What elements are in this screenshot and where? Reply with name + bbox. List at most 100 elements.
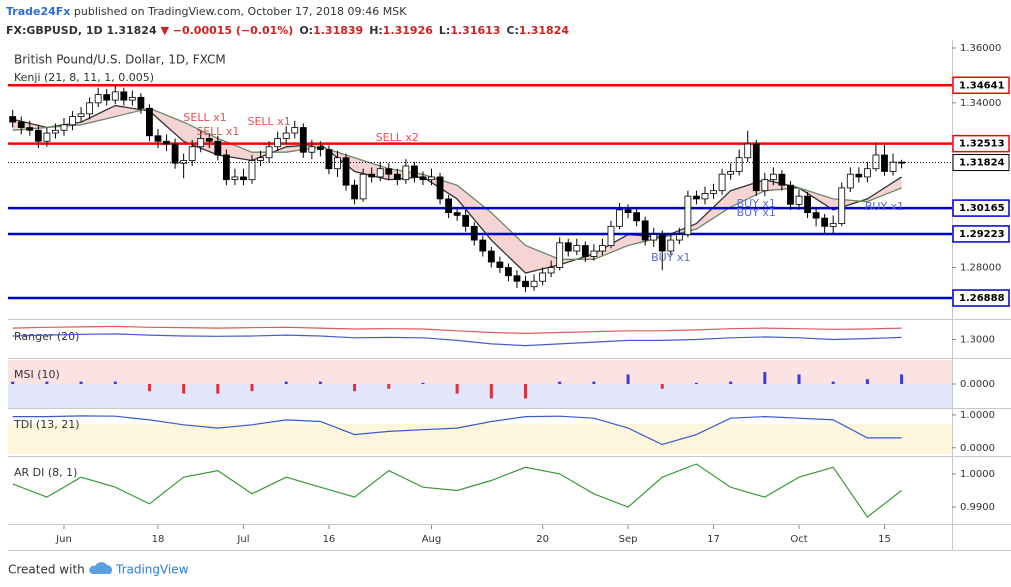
- signal-label: SELL x2: [376, 131, 419, 144]
- candle-body: [616, 209, 623, 227]
- symbol-line: FX:GBPUSD, 1D 1.31824 ▼ −0.00015 (−0.01%…: [6, 24, 569, 37]
- candle-body: [487, 250, 495, 263]
- candle-body: [735, 157, 743, 172]
- histogram-bar: [489, 384, 493, 399]
- y-tick-label: 0.0000: [960, 379, 995, 390]
- candle-body: [154, 135, 162, 142]
- candle-body: [547, 267, 555, 274]
- y-tick-label: 1.0000: [960, 410, 995, 421]
- histogram-bar: [11, 381, 15, 384]
- candle-body: [359, 173, 367, 200]
- histogram-bar: [79, 381, 83, 384]
- level-label: 1.29223: [959, 229, 1005, 240]
- histogram-bar: [45, 381, 49, 384]
- candle-body: [52, 129, 59, 134]
- candle-body: [222, 154, 230, 181]
- signal-label: SELL x1: [196, 125, 239, 138]
- histogram-bar: [694, 382, 698, 384]
- candle-body: [564, 242, 572, 252]
- candle-body: [513, 275, 521, 282]
- candle-body: [17, 121, 25, 128]
- level-label-box: [952, 289, 1010, 307]
- ohlc-key: H:: [369, 24, 383, 37]
- candle-body: [607, 225, 615, 246]
- histogram-bar: [250, 384, 254, 392]
- histogram-bar: [763, 372, 767, 384]
- candle-body: [675, 234, 683, 241]
- candle-body: [684, 195, 692, 235]
- candle-body: [137, 96, 145, 109]
- candle-body: [265, 146, 273, 159]
- level-label-box: [952, 76, 1010, 95]
- candle-body: [205, 138, 213, 142]
- symbol: FX:GBPUSD, 1D: [6, 24, 103, 37]
- ohlc-value: 1.31926: [383, 24, 433, 37]
- ohlc-key: L:: [439, 24, 450, 37]
- indicator-line: [12, 325, 902, 335]
- candle-body: [590, 250, 598, 257]
- x-tick-label: 16: [323, 534, 336, 545]
- candle-body: [744, 143, 752, 159]
- histogram-bar: [660, 384, 664, 389]
- indicator-line: [12, 463, 902, 518]
- indicator-line: [12, 415, 902, 446]
- candle-body: [402, 165, 410, 181]
- candle-body: [855, 173, 863, 178]
- signal-label: BUY x1: [651, 251, 690, 264]
- x-tick-label: Oct: [790, 534, 807, 545]
- candle-body: [881, 154, 888, 172]
- histogram-bar: [626, 374, 630, 384]
- histogram-bar: [797, 374, 801, 384]
- candle-body: [248, 160, 256, 181]
- candle-body: [710, 190, 717, 194]
- candle-body: [718, 173, 726, 192]
- candle-body: [9, 116, 17, 123]
- candle-body: [624, 209, 632, 214]
- histogram-bar: [729, 381, 733, 384]
- indicator-line: [12, 333, 902, 347]
- x-tick-label: 20: [536, 534, 549, 545]
- candle-body: [197, 138, 205, 148]
- candle-body: [299, 127, 307, 153]
- histogram-bar: [387, 384, 391, 389]
- x-tick-label: Jul: [236, 534, 249, 545]
- published: published on TradingView.com, October 17…: [74, 5, 407, 18]
- candle-body: [325, 149, 333, 170]
- candle-body: [111, 91, 119, 101]
- candle-body: [599, 245, 606, 252]
- candle-body: [411, 165, 418, 178]
- candle-body: [812, 212, 820, 219]
- candle-body: [641, 220, 649, 241]
- signal-label: SELL x1: [183, 111, 226, 124]
- candle-body: [351, 184, 358, 200]
- candle-body: [667, 239, 675, 252]
- candle-body: [821, 217, 829, 227]
- histogram-bar: [216, 384, 220, 394]
- ohlc-key: O:: [299, 24, 313, 37]
- ohlc-value: 1.31824: [519, 24, 569, 37]
- level-label-box: [952, 134, 1010, 153]
- candle-body: [163, 140, 170, 145]
- level-label: 1.26888: [959, 293, 1005, 304]
- candle-body: [769, 173, 777, 181]
- candle-body: [889, 161, 897, 172]
- candle-body: [171, 143, 179, 164]
- candle-body: [829, 223, 837, 227]
- panel-name: MSI (10): [14, 368, 60, 381]
- x-tick-label: Sep: [619, 534, 638, 545]
- tradingview-logo: [89, 562, 113, 574]
- candle-body: [846, 173, 854, 189]
- candle-body: [214, 140, 222, 156]
- candle-body: [231, 176, 239, 181]
- candle-body: [94, 94, 102, 104]
- candle-body: [787, 184, 794, 205]
- candle-body: [479, 239, 487, 252]
- ohlc-key: C:: [506, 24, 518, 37]
- candle-body: [274, 138, 282, 148]
- chart-title: British Pound/U.S. Dollar, 1D, FXCM: [14, 53, 226, 67]
- candle-body: [86, 102, 94, 115]
- msi-lower-band: [8, 384, 952, 408]
- candle-body: [462, 214, 470, 227]
- y-tick-label: 1.3000: [960, 335, 995, 346]
